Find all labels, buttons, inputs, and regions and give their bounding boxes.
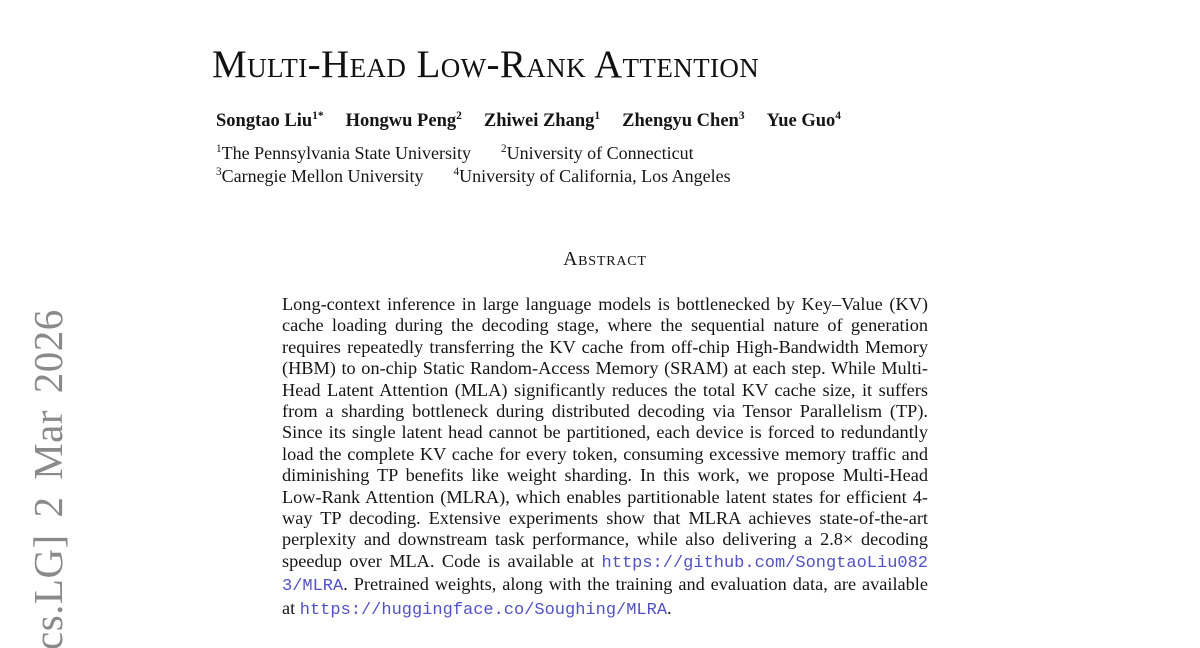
author-name: Zhiwei Zhang — [483, 111, 595, 131]
affiliation-name: University of Connecticut — [506, 143, 694, 163]
author: Zhengyu Chen3 — [622, 109, 745, 131]
paper-title: Multi-Head Low-Rank Attention — [212, 43, 760, 86]
author: Hongwu Peng2 — [345, 109, 462, 131]
authors-block: Songtao Liu1* Hongwu Peng2 Zhiwei Zhang1 Zh… — [216, 110, 841, 188]
author-name: Yue Guo — [766, 111, 836, 131]
author: Yue Guo4 — [766, 109, 842, 131]
author-superscript: 1* — [312, 109, 324, 122]
author-name: Hongwu Peng — [345, 111, 457, 131]
arxiv-stamp: cs.LG] 2 Mar 2026 — [25, 309, 71, 648]
affiliation-superscript: 2 — [501, 143, 507, 155]
huggingface-link[interactable]: https://huggingface.co/Soughing/MLRA — [299, 600, 668, 620]
affiliation-name: Carnegie Mellon University — [221, 166, 424, 186]
author-superscript: 2 — [456, 109, 462, 122]
author-superscript: 1 — [594, 109, 601, 122]
abstract-part-1: Long-context inference in large language… — [282, 294, 928, 571]
author-superscript: 4 — [835, 109, 842, 122]
affiliation-superscript: 4 — [453, 166, 460, 178]
abstract-part-3: . — [667, 597, 672, 618]
affiliation-superscript: 3 — [216, 166, 222, 178]
abstract-heading: Abstract — [563, 249, 647, 270]
affiliation-line: 3Carnegie Mellon University 4University o… — [216, 165, 841, 188]
author-name: Songtao Liu — [216, 111, 313, 131]
affiliation-name: University of California, Los Angeles — [459, 166, 731, 186]
github-link[interactable]: https://github.com/SongtaoLiu0823/MLRA — [282, 553, 928, 597]
affiliation-name: The Pennsylvania State University — [221, 143, 472, 163]
affiliation: 2University of Connecticut — [501, 143, 694, 163]
affiliation: 3Carnegie Mellon University — [216, 166, 424, 186]
abstract-section: Long-context inference in large language… — [282, 294, 928, 621]
author-superscript: 3 — [738, 109, 745, 122]
abstract-text: Long-context inference in large language… — [282, 294, 928, 621]
affiliation: 4University of California, Los Angeles — [454, 166, 731, 186]
abstract-part-2: . Pretrained weights, along with the tra… — [282, 574, 928, 618]
affiliation: 1The Pennsylvania State University — [216, 143, 471, 163]
authors-line: Songtao Liu1* Hongwu Peng2 Zhiwei Zhang1 Zh… — [216, 110, 841, 133]
author: Songtao Liu1* — [216, 109, 324, 131]
affiliation-line: 1The Pennsylvania State University 2Unive… — [216, 142, 841, 165]
author: Zhiwei Zhang1 — [483, 109, 601, 131]
affiliation-superscript: 1 — [216, 143, 222, 155]
author-name: Zhengyu Chen — [622, 111, 739, 131]
